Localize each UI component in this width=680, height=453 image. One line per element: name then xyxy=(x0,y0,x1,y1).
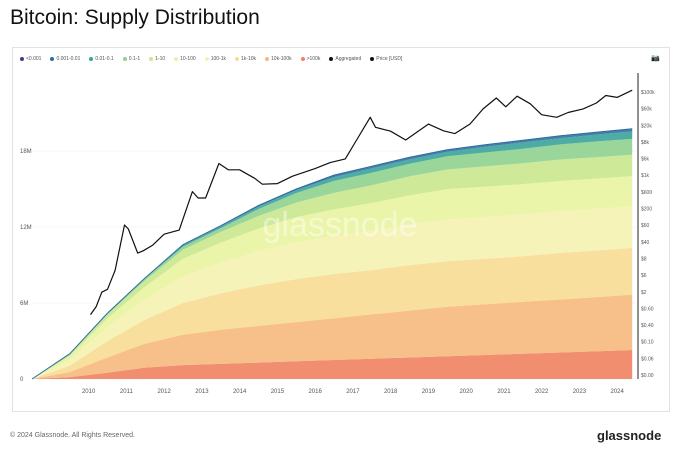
y-tick-right: $0.10 xyxy=(641,340,654,346)
y-tick-right: $0.06 xyxy=(641,356,654,362)
area-band-10-100 xyxy=(32,176,633,379)
y-tick-right: $8 xyxy=(641,256,647,262)
legend-item[interactable]: 1-10 xyxy=(149,56,165,62)
legend-item[interactable]: 1k-10k xyxy=(235,56,256,62)
legend-label: Price [USD] xyxy=(376,56,403,62)
y-tick-left: 12M xyxy=(20,225,32,231)
price-line xyxy=(90,89,633,315)
legend-item[interactable]: 10k-100k xyxy=(265,56,292,62)
x-tick: 2021 xyxy=(497,389,511,395)
legend-dot xyxy=(370,57,375,61)
legend-label: 0.1-1 xyxy=(128,56,141,62)
y-tick-right: $0.60 xyxy=(641,306,654,312)
legend-dot xyxy=(235,57,240,61)
aggregated-line xyxy=(31,128,633,380)
legend-item[interactable]: 0.001-0.01 xyxy=(50,56,80,62)
x-tick: 2018 xyxy=(384,389,398,395)
y-tick-right: $2 xyxy=(641,290,647,296)
y-tick-right: $200 xyxy=(641,207,652,213)
y-tick-left: 6M xyxy=(20,301,28,307)
x-tick: 2016 xyxy=(308,389,322,395)
y-tick-left: 18M xyxy=(20,149,32,155)
legend-label: <0.001 xyxy=(26,56,42,62)
legend-dot xyxy=(20,57,24,61)
x-tick: 2020 xyxy=(459,389,473,395)
y-tick-left: 0 xyxy=(20,377,24,383)
x-tick: 2023 xyxy=(573,389,587,395)
legend-dot xyxy=(50,57,55,61)
y-tick-right: $60k xyxy=(641,107,652,113)
legend-label: 10k-100k xyxy=(271,56,292,62)
legend-dot xyxy=(329,57,334,61)
x-tick: 2015 xyxy=(271,389,285,395)
glassnode-logo: glassnode xyxy=(597,428,662,443)
page-title: Bitcoin: Supply Distribution xyxy=(10,6,260,29)
area-band-10k-100k xyxy=(32,294,633,379)
y-tick-right: $0.40 xyxy=(641,323,654,329)
y-tick-right: $6 xyxy=(641,273,647,279)
y-tick-right: $60 xyxy=(641,223,650,229)
legend-dot xyxy=(122,57,127,61)
legend-label: 0.001-0.01 xyxy=(56,56,81,62)
legend-dot xyxy=(300,57,305,61)
x-tick: 2014 xyxy=(233,389,247,395)
x-tick: 2011 xyxy=(120,389,134,395)
legend-dot xyxy=(89,57,94,61)
x-tick: 2010 xyxy=(82,389,96,395)
legend-item[interactable]: >100k xyxy=(300,56,321,62)
footer-copyright: © 2024 Glassnode. All Rights Reserved. xyxy=(10,432,136,439)
area-band-0.01-0.1 xyxy=(32,131,633,379)
y-tick-right: $8k xyxy=(641,140,650,146)
area-band-1-10 xyxy=(32,154,633,379)
camera-icon[interactable]: 📷 xyxy=(651,55,660,62)
watermark-text: glassnode xyxy=(262,206,417,244)
legend-item[interactable]: Aggregated xyxy=(329,56,361,62)
legend-label: >100k xyxy=(306,56,321,62)
x-tick: 2013 xyxy=(195,389,209,395)
area-band-100-1k xyxy=(32,206,633,379)
legend-item[interactable]: Price [USD] xyxy=(370,56,402,62)
legend-label: 100-1k xyxy=(210,56,227,62)
legend-label: 1-10 xyxy=(155,56,166,62)
y-tick-right: $20k xyxy=(641,123,652,129)
legend-item[interactable]: 0.01-0.1 xyxy=(89,56,114,62)
legend-label: 0.01-0.1 xyxy=(95,56,114,62)
legend-item[interactable]: 0.1-1 xyxy=(122,56,141,62)
area-band-0.1-1 xyxy=(32,138,633,379)
legend-dot xyxy=(265,57,270,61)
x-tick: 2012 xyxy=(157,389,171,395)
area-band->100k xyxy=(32,350,633,379)
legend-label: 1k-10k xyxy=(241,56,257,62)
y-tick-right: $0.00 xyxy=(641,373,654,379)
legend-item[interactable]: 10-100 xyxy=(174,56,196,62)
legend-label: Aggregated xyxy=(335,56,362,62)
y-tick-right: $1k xyxy=(641,173,650,179)
area-band-1k-10k xyxy=(32,247,633,379)
legend-label: 10-100 xyxy=(180,56,196,62)
legend-item[interactable]: <0.001 xyxy=(20,56,41,62)
y-tick-right: $100k xyxy=(641,90,655,96)
legend-dot xyxy=(204,57,209,61)
y-tick-right: $6k xyxy=(641,157,650,163)
x-tick: 2017 xyxy=(346,389,360,395)
legend-dot xyxy=(149,57,154,61)
chart-legend: <0.001 0.001-0.01 0.01-0.1 0.1-1 1-10 10-100 1… xyxy=(20,56,402,62)
y-tick-right: $600 xyxy=(641,190,652,196)
x-tick: 2024 xyxy=(610,389,624,395)
y-tick-right: $40 xyxy=(641,240,650,246)
legend-dot xyxy=(174,57,179,61)
x-tick: 2019 xyxy=(422,389,436,395)
x-tick: 2022 xyxy=(535,389,549,395)
legend-item[interactable]: 100-1k xyxy=(204,56,227,62)
